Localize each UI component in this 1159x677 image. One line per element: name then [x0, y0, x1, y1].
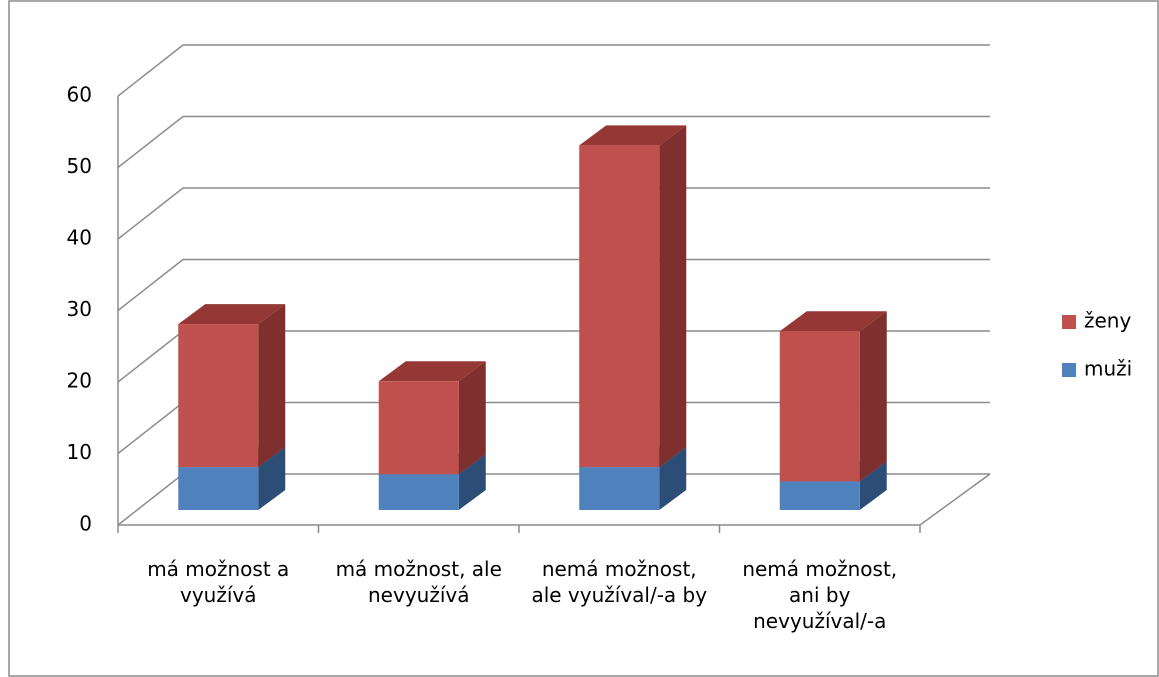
bar: [178, 324, 259, 468]
bar-top: [779, 311, 887, 332]
bar: [779, 481, 860, 510]
bar: [779, 331, 860, 482]
x-tick-label-line: nevyužívá: [368, 583, 469, 607]
grid-line: [117, 44, 990, 97]
x-tick-label-line: ani by: [789, 583, 851, 607]
grid-line: [117, 115, 990, 169]
x-tick-label-line: má možnost, ale: [336, 557, 502, 581]
x-tick-label: nemá možnost, ani by nevyužíval/-a: [742, 557, 897, 633]
bar: [378, 381, 459, 475]
legend-swatch: [1062, 363, 1076, 377]
grid-line: [117, 258, 990, 312]
bar-side: [458, 361, 486, 475]
bar-side: [659, 447, 687, 510]
x-tick-label-line: ale využíval/-a by: [531, 583, 707, 607]
legend-swatch: [1062, 315, 1076, 329]
bar-side: [258, 304, 286, 468]
bar-top: [378, 361, 486, 382]
legend-label: muži: [1084, 357, 1132, 381]
y-tick-label: 50: [67, 154, 92, 178]
y-tick-label: 10: [67, 440, 92, 464]
x-tick-label: má možnost, ale nevyužívá: [336, 557, 502, 607]
bar: [178, 467, 259, 510]
x-tick-label-line: nemá možnost,: [542, 557, 697, 581]
bar: [579, 467, 660, 510]
x-tick-label-line: má možnost a: [147, 557, 289, 581]
bar-top: [579, 125, 687, 146]
grid-line: [117, 187, 990, 240]
x-tick-label-line: nevyužíval/-a: [753, 609, 886, 633]
x-tick-label: má možnost a využívá: [147, 557, 289, 607]
bar-side: [859, 461, 887, 510]
x-tick-label: nemá možnost, ale využíval/-a by: [531, 557, 707, 607]
y-tick-label: 0: [79, 512, 92, 536]
x-tick-label-line: využívá: [180, 583, 257, 607]
x-tick-label-line: nemá možnost,: [742, 557, 897, 581]
bar: [378, 474, 459, 510]
bar-top: [178, 304, 286, 325]
bar-side: [859, 311, 887, 482]
bar-side: [458, 454, 486, 510]
y-tick-label: 30: [67, 297, 92, 321]
bar-side: [258, 447, 286, 510]
bar-side: [659, 125, 687, 468]
legend-label: ženy: [1084, 309, 1131, 333]
y-tick-label: 20: [67, 369, 92, 393]
bar: [579, 145, 660, 468]
y-tick-label: 60: [67, 83, 92, 107]
y-tick-label: 40: [67, 226, 92, 250]
